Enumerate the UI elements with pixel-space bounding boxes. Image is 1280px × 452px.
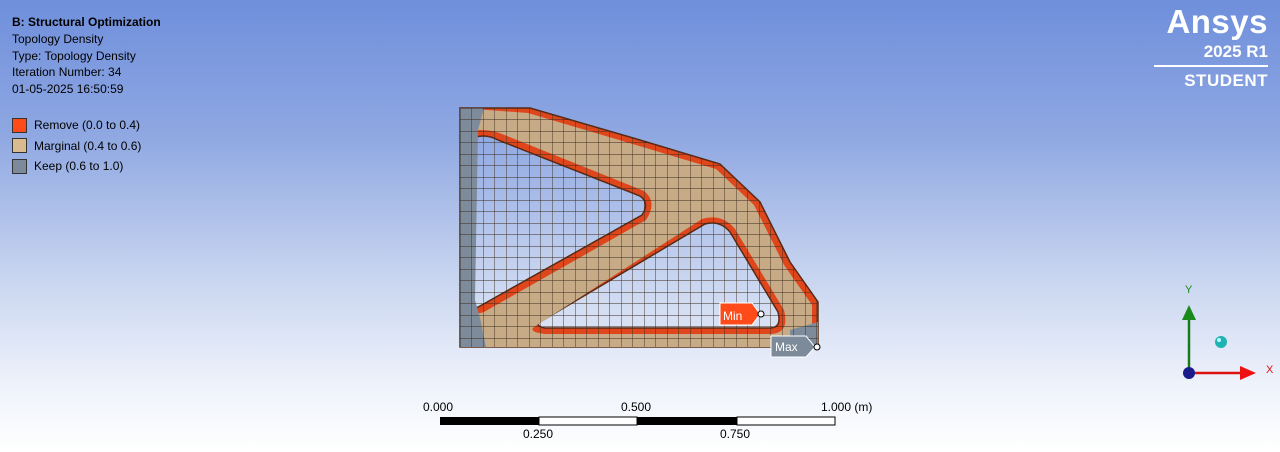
scale-tick-1: 1.000 (m) [821,400,873,414]
max-probe[interactable]: Max [770,335,821,358]
coordinate-triad[interactable] [1182,305,1256,380]
result-type: Type: Topology Density [12,48,136,63]
min-label: Min [723,309,742,323]
ansys-logo: Ansys 2025 R1 STUDENT [1154,4,1268,91]
triad-x-label: X [1266,364,1274,376]
triad-y-label: Y [1185,284,1193,296]
iteration-number: Iteration Number: 34 [12,65,122,80]
logo-divider [1154,65,1268,67]
result-info-panel: B: Structural Optimization Topology Dens… [12,14,161,98]
legend-label-keep: Keep (0.6 to 1.0) [34,159,124,174]
element-mesh [460,108,818,347]
scale-tick-0-25: 0.250 [523,427,554,441]
logo-brand: Ansys [1166,3,1268,40]
result-name: Topology Density [12,31,104,46]
scale-tick-0-75: 0.750 [720,427,751,441]
min-probe[interactable]: Min [719,302,765,326]
logo-edition: STUDENT [1184,71,1268,90]
legend-label-marginal: Marginal (0.4 to 0.6) [34,138,142,153]
legend-item-keep[interactable]: Keep (0.6 to 1.0) [12,156,141,177]
legend-label-remove: Remove (0.0 to 0.4) [34,118,141,133]
max-label: Max [775,340,798,354]
scale-tick-0: 0.000 [423,400,454,414]
legend-swatch-marginal [12,138,27,154]
timestamp: 01-05-2025 16:50:59 [12,82,124,97]
legend-item-marginal[interactable]: Marginal (0.4 to 0.6) [12,136,141,157]
scale-tick-0-5: 0.500 [621,400,652,414]
density-legend[interactable]: Remove (0.0 to 0.4) Marginal (0.4 to 0.6… [12,115,141,177]
logo-version: 2025 R1 [1203,42,1268,61]
scale-bar [440,416,836,426]
topology-part[interactable] [459,107,819,348]
legend-item-remove[interactable]: Remove (0.0 to 0.4) [12,115,141,136]
legend-swatch-keep [12,158,27,174]
analysis-title: B: Structural Optimization [12,15,161,29]
legend-swatch-remove [12,117,27,133]
